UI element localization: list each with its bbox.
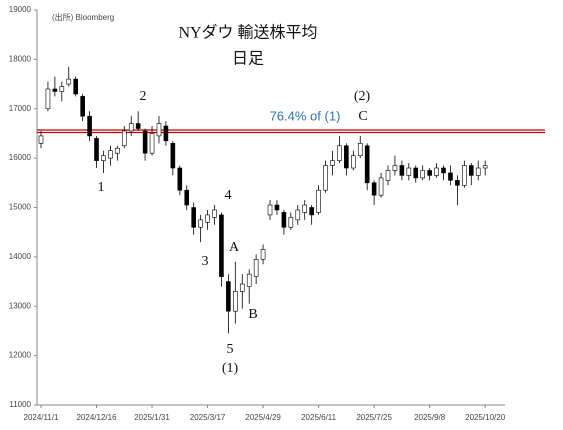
candle-body <box>73 78 78 95</box>
candle-body <box>462 165 467 186</box>
candle-body <box>441 167 446 174</box>
candle-body <box>385 170 391 181</box>
candle-body <box>212 209 217 218</box>
candle-body <box>45 88 51 110</box>
candle-body <box>413 167 419 179</box>
candle-body <box>482 165 488 169</box>
candle-body <box>267 204 273 216</box>
candle-body <box>87 115 92 137</box>
x-tick-label: 2025/9/8 <box>414 413 446 422</box>
x-tick-label: 2025/3/17 <box>190 413 226 422</box>
candle-body <box>448 172 453 181</box>
y-tick-label: 17000 <box>9 104 32 113</box>
candle-body <box>135 123 141 129</box>
wave-label: (2) <box>354 89 371 104</box>
candle-body <box>427 170 432 176</box>
x-tick-label: 2024/11/1 <box>24 413 60 422</box>
wave-label: 4 <box>225 188 232 203</box>
candle-body <box>475 167 481 176</box>
chart-title: NYダウ 輸送株平均 <box>178 24 317 42</box>
candle-body <box>378 177 384 196</box>
candle-body <box>177 167 183 191</box>
candle-body <box>344 145 349 169</box>
candle-body <box>233 291 238 312</box>
wave-label: B <box>248 307 257 322</box>
candle-body <box>184 189 190 206</box>
x-tick-label: 2025/10/20 <box>465 413 506 422</box>
reference-label: 76.4% of (1) <box>270 108 341 123</box>
x-tick-label: 2024/12/16 <box>76 413 117 422</box>
wave-label: A <box>229 240 240 255</box>
candle-body <box>253 259 259 277</box>
candle-body <box>420 170 426 179</box>
candle-body <box>330 160 335 166</box>
candle-body <box>364 145 370 184</box>
wave-label: C <box>358 109 367 124</box>
candle-body <box>260 249 266 260</box>
wave-label: 5 <box>227 342 234 357</box>
candle-body <box>94 138 99 161</box>
candle-body <box>52 88 58 92</box>
x-tick-label: 2025/6/11 <box>301 413 337 422</box>
candle-body <box>163 125 169 142</box>
candle-body <box>66 78 72 85</box>
candle-body <box>316 189 321 213</box>
y-tick-label: 11000 <box>9 400 31 409</box>
candle-body <box>156 123 162 137</box>
source-note: (出所) Bloomberg <box>52 12 114 22</box>
candle-body <box>434 167 439 176</box>
candle-body <box>295 209 301 221</box>
y-tick-label: 16000 <box>9 153 32 162</box>
x-tick-label: 2025/7/25 <box>356 413 392 422</box>
x-tick-label: 2025/4/29 <box>245 413 281 422</box>
candle-body <box>239 283 245 292</box>
candle-body <box>468 165 474 176</box>
candle-body <box>337 145 342 161</box>
candle-body <box>392 165 398 171</box>
candle-body <box>281 212 287 228</box>
x-tick-label: 2025/1/31 <box>134 413 170 422</box>
candle-body <box>371 182 377 196</box>
candle-body <box>142 130 148 154</box>
y-tick-label: 12000 <box>9 351 32 360</box>
candle-body <box>115 147 120 154</box>
candle-body <box>274 204 280 211</box>
candle-body <box>128 123 134 132</box>
wave-label: (1) <box>222 361 239 376</box>
candle-body <box>170 143 176 169</box>
candle-body <box>350 155 356 169</box>
candle-body <box>357 143 363 156</box>
wave-label: 1 <box>98 180 105 195</box>
candle-body <box>399 165 405 176</box>
candle-body <box>246 273 252 287</box>
candle-body <box>101 155 106 161</box>
candle-body <box>198 219 203 228</box>
wave-label: 3 <box>202 254 209 269</box>
candle-body <box>108 150 113 159</box>
candle-body <box>455 180 460 186</box>
wave-label: 2 <box>140 89 147 104</box>
candle-body <box>226 281 231 312</box>
candle-body <box>219 214 224 277</box>
candle-body <box>288 217 294 228</box>
y-tick-label: 13000 <box>9 301 32 310</box>
candle-body <box>38 135 44 144</box>
candle-body <box>121 130 127 147</box>
chart-subtitle: 日足 <box>232 51 264 68</box>
candle-body <box>205 214 210 223</box>
y-tick-label: 14000 <box>9 252 32 261</box>
candle-body <box>309 207 314 216</box>
candle-body <box>191 207 196 228</box>
candle-body <box>149 133 155 154</box>
y-tick-label: 18000 <box>9 54 32 63</box>
y-tick-label: 15000 <box>9 203 32 212</box>
candle-body <box>302 204 308 213</box>
candle-body <box>80 96 85 117</box>
candle-body <box>323 165 328 191</box>
candle-body <box>406 167 412 176</box>
y-tick-label: 19000 <box>9 5 32 14</box>
candle-body <box>59 86 65 92</box>
